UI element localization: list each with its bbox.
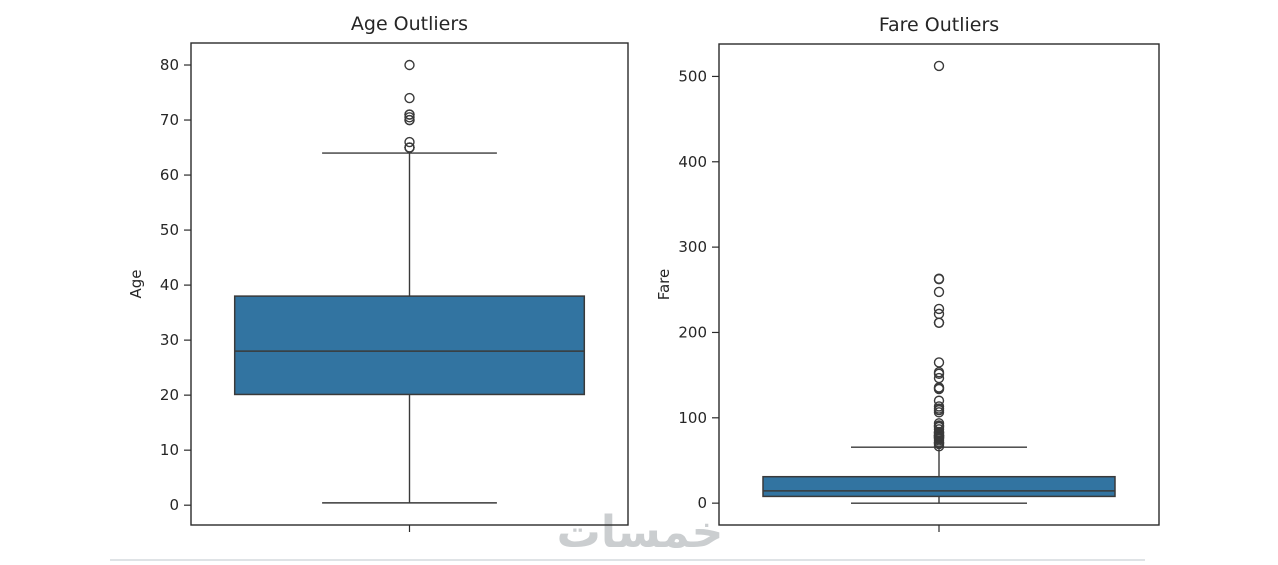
outlier-point <box>404 109 415 120</box>
iqr-box <box>762 475 1116 498</box>
outlier-point <box>933 372 945 384</box>
y-tick-label: 10 <box>160 441 179 459</box>
fare-boxplot: Fare Outliers Fare 0 100 200 300 400 500 <box>655 14 1160 532</box>
outlier-point <box>404 59 415 71</box>
outlier-point <box>933 303 945 315</box>
y-tick-label: 200 <box>678 323 707 341</box>
y-tick-label: 50 <box>160 221 179 239</box>
y-tick-label: 80 <box>160 56 179 74</box>
outlier-point <box>933 395 945 406</box>
y-tick-label: 500 <box>678 67 707 85</box>
chart-title: Fare Outliers <box>879 14 999 36</box>
y-tick-label: 60 <box>160 166 179 184</box>
bottom-divider <box>110 559 1145 561</box>
y-tick-label: 0 <box>169 496 179 514</box>
y-tick-label: 20 <box>160 386 179 404</box>
outlier-point <box>933 357 945 368</box>
outlier-point <box>933 286 945 298</box>
chart-title: Age Outliers <box>351 13 468 35</box>
outlier-point <box>933 60 945 72</box>
y-tick-label: 40 <box>160 276 179 294</box>
y-axis-label: Fare <box>655 269 673 301</box>
y-tick-label: 400 <box>678 153 707 171</box>
outlier-point <box>404 114 415 126</box>
age-boxplot: Age Outliers Age 0 10 20 30 40 50 60 70 80 <box>127 13 629 532</box>
watermark-khamsat: خمسات <box>556 507 724 558</box>
outlier-point <box>404 92 415 104</box>
outlier-point <box>933 401 945 412</box>
outlier-point <box>933 317 945 328</box>
y-axis-label: Age <box>127 269 145 298</box>
y-tick-label: 300 <box>678 238 707 256</box>
y-tick-label: 100 <box>678 409 707 427</box>
y-tick-label: 0 <box>697 494 707 512</box>
outlier-point <box>933 418 945 429</box>
y-tick-label: 70 <box>160 111 179 129</box>
outlier-point <box>933 308 945 320</box>
outlier-point <box>404 112 415 123</box>
outlier-point <box>933 273 945 284</box>
outlier-point <box>933 366 945 378</box>
iqr-box <box>233 295 586 396</box>
outlier-point <box>404 136 415 148</box>
outlier-point <box>404 142 415 153</box>
y-tick-label: 30 <box>160 331 179 349</box>
